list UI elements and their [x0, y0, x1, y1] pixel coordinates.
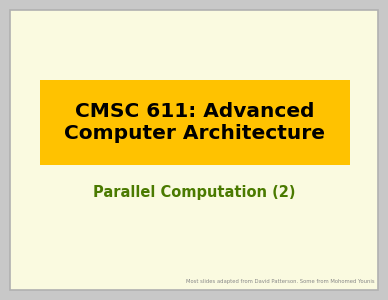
- Text: Most slides adapted from David Patterson. Some from Mohomed Younis: Most slides adapted from David Patterson…: [186, 280, 375, 284]
- Text: Parallel Computation (2): Parallel Computation (2): [93, 184, 295, 200]
- Text: CMSC 611: Advanced
Computer Architecture: CMSC 611: Advanced Computer Architecture: [64, 102, 326, 143]
- Bar: [40, 80, 350, 165]
